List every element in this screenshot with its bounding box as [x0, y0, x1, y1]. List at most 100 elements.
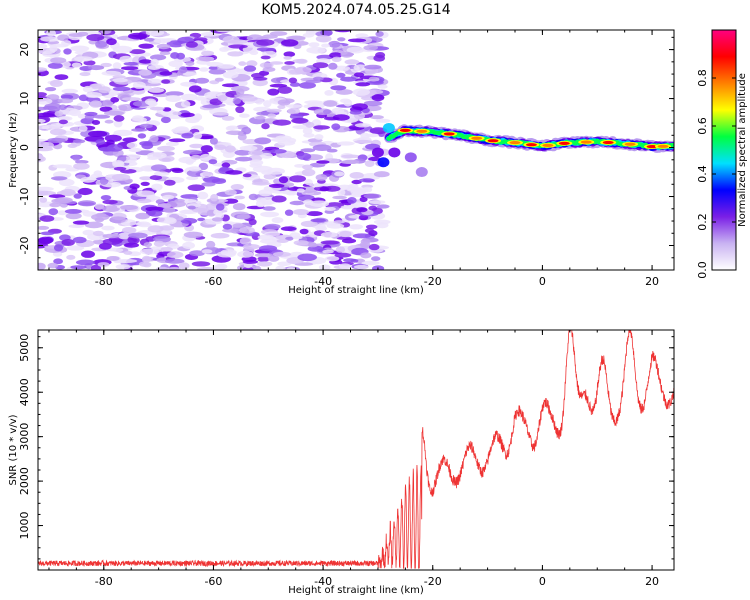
- noise-blob: [38, 186, 54, 192]
- noise-blob: [251, 181, 271, 186]
- noise-blob: [213, 209, 222, 216]
- noise-blob: [54, 111, 64, 117]
- noise-blob: [157, 145, 175, 152]
- noise-blob: [90, 264, 102, 270]
- noise-blob: [364, 228, 375, 233]
- noise-blob: [248, 193, 259, 201]
- signal-onset-blob: [371, 147, 384, 158]
- noise-blob: [53, 244, 64, 252]
- noise-blob: [336, 72, 346, 78]
- noise-blob: [239, 145, 258, 151]
- noise-blob: [340, 205, 355, 210]
- noise-blob: [112, 78, 128, 83]
- noise-blob: [183, 231, 204, 238]
- noise-blob: [140, 181, 150, 186]
- signal-core: [602, 140, 614, 145]
- noise-blob: [102, 233, 121, 239]
- noise-blob: [308, 42, 320, 48]
- noise-blob: [347, 38, 367, 43]
- spectrogram-y-tick-label: -20: [18, 237, 31, 255]
- noise-blob: [214, 144, 227, 151]
- snr-x-tick-label: 0: [539, 575, 546, 588]
- noise-blob: [77, 200, 97, 207]
- colorbar-tick-label: 0.4: [696, 165, 709, 183]
- noise-blob: [48, 208, 59, 216]
- signal-onset-blob: [377, 157, 390, 168]
- noise-blob: [54, 197, 73, 204]
- noise-blob: [113, 115, 125, 122]
- noise-blob: [46, 94, 60, 101]
- noise-blob: [226, 125, 239, 130]
- noise-blob: [242, 244, 260, 250]
- noise-blob: [350, 258, 359, 263]
- noise-blob: [221, 162, 231, 168]
- noise-blob: [84, 111, 98, 117]
- noise-blob: [50, 176, 68, 181]
- noise-blob: [355, 82, 371, 87]
- noise-blob: [228, 44, 248, 49]
- noise-blob: [346, 46, 365, 54]
- noise-blob: [237, 133, 247, 141]
- noise-blob: [150, 164, 167, 172]
- noise-blob: [38, 225, 50, 230]
- noise-blob: [363, 45, 379, 51]
- noise-blob: [143, 242, 152, 248]
- noise-blob: [100, 195, 112, 201]
- noise-blob: [286, 35, 306, 41]
- noise-blob: [145, 30, 165, 37]
- noise-blob: [178, 262, 190, 270]
- noise-blob: [40, 231, 55, 236]
- noise-blob: [38, 118, 46, 124]
- colorbar-tick-label: 0.2: [696, 213, 709, 231]
- noise-blob: [320, 240, 340, 245]
- noise-blob: [38, 92, 47, 97]
- noise-blob: [208, 69, 226, 75]
- spectrogram-x-tick-label: 20: [645, 275, 659, 288]
- noise-blob: [255, 115, 266, 120]
- noise-blob: [281, 39, 299, 47]
- signal-core: [487, 139, 499, 143]
- noise-blob: [112, 62, 122, 70]
- noise-blob: [171, 127, 190, 134]
- noise-blob: [324, 256, 340, 262]
- noise-blob: [159, 51, 171, 55]
- signal-core: [542, 143, 554, 147]
- noise-blob: [336, 141, 355, 146]
- noise-blob: [373, 54, 386, 62]
- snr-x-tick-label: -20: [424, 575, 442, 588]
- noise-blob: [141, 255, 152, 263]
- noise-blob: [359, 241, 371, 248]
- noise-blob: [148, 87, 165, 93]
- noise-blob: [278, 176, 289, 184]
- noise-blob: [123, 61, 139, 66]
- noise-blob: [248, 150, 264, 156]
- noise-blob: [136, 198, 152, 204]
- noise-blob: [271, 217, 284, 224]
- noise-blob: [209, 137, 218, 145]
- noise-blob: [369, 127, 388, 135]
- signal-core: [646, 144, 658, 149]
- noise-blob: [165, 141, 179, 147]
- noise-blob: [304, 179, 313, 186]
- noise-blob: [256, 39, 275, 46]
- noise-blob: [341, 238, 357, 244]
- noise-blob: [135, 222, 145, 226]
- noise-blob: [198, 162, 209, 171]
- noise-blob: [277, 104, 286, 110]
- noise-blob: [305, 30, 315, 35]
- noise-blob: [82, 229, 95, 236]
- noise-blob: [94, 203, 105, 210]
- noise-blob: [222, 71, 239, 79]
- noise-blob: [260, 152, 273, 159]
- noise-blob: [337, 37, 346, 42]
- noise-blob: [266, 108, 282, 113]
- noise-blob: [223, 198, 239, 204]
- spectrogram-y-tick-label: -10: [18, 188, 31, 206]
- noise-blob: [335, 89, 353, 95]
- noise-blob: [150, 58, 159, 66]
- signal-onset-blob: [382, 122, 395, 133]
- noise-blob: [296, 58, 308, 64]
- noise-blob: [217, 95, 228, 102]
- noise-blob: [111, 173, 131, 181]
- noise-blob: [285, 236, 294, 241]
